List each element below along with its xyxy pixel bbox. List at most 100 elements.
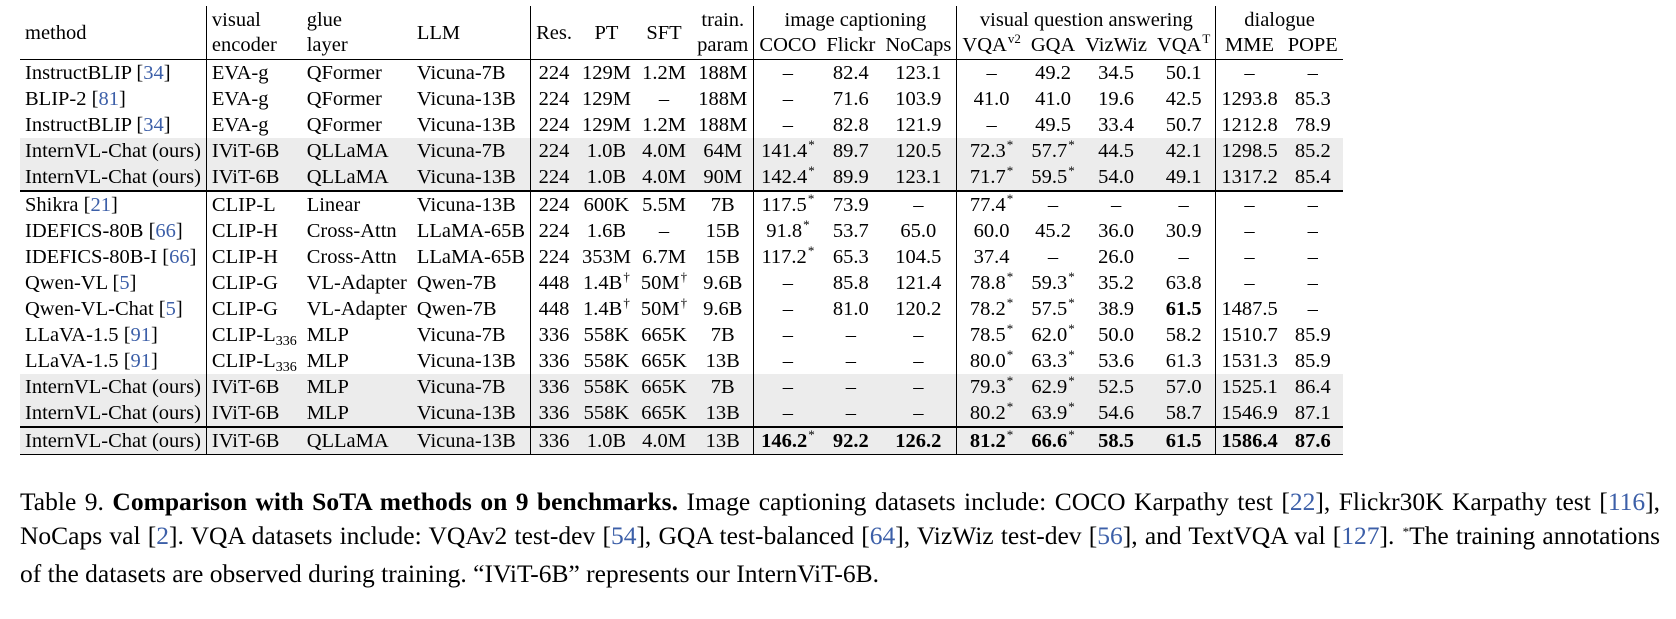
value-res: 448 <box>538 297 570 320</box>
value-sft: 665K <box>641 349 687 372</box>
value-pt: 129M <box>581 87 631 110</box>
cell-res: 336 <box>531 348 577 374</box>
citation-link[interactable]: 34 <box>143 61 164 84</box>
cell-res: 448 <box>531 296 577 322</box>
citation-link[interactable]: 66 <box>155 219 176 242</box>
value-enc: EVA-g <box>211 113 269 136</box>
caption-citation[interactable]: 56 <box>1097 521 1123 550</box>
cell-pope: 87.6 <box>1282 426 1343 455</box>
cell-pope: 85.9 <box>1283 322 1343 348</box>
value-llm: Vicuna-13B <box>416 401 516 424</box>
cell-enc: CLIP-L <box>206 190 302 218</box>
value-mme: 1212.8 <box>1221 113 1278 136</box>
value-pt: 1.4B <box>583 297 623 320</box>
citation-link[interactable]: 66 <box>169 245 190 268</box>
method-name: LLaVA-1.5 <box>25 349 119 372</box>
value-llm: Vicuna-7B <box>416 139 506 162</box>
caption-citation[interactable]: 127 <box>1341 521 1380 550</box>
cell-gqa: 49.2 <box>1025 59 1081 86</box>
value-pope: 85.9 <box>1294 323 1331 346</box>
cell-coco: – <box>753 400 822 427</box>
cell-method: InternVL-Chat (ours) <box>20 164 207 191</box>
value-flickr: 81.0 <box>832 297 869 320</box>
citation-link[interactable]: 91 <box>130 349 152 372</box>
value-llm: LLaMA-65B <box>416 245 526 268</box>
value-sft: 665K <box>641 323 687 346</box>
cell-gqa: 66.6* <box>1025 426 1081 455</box>
cell-pt: 129M <box>577 112 636 138</box>
cell-pope: – <box>1282 190 1343 218</box>
value-mme: – <box>1244 245 1255 268</box>
value-res: 336 <box>538 429 570 452</box>
cell-enc: CLIP-H <box>206 244 301 270</box>
cell-pt: 1.4B† <box>577 270 636 296</box>
table-row: InternVL-Chat (ours) IViT-6B MLP Vicuna-7B 3… <box>20 374 1343 400</box>
value-enc: CLIP-H <box>211 245 278 268</box>
value-pope: 87.6 <box>1294 429 1331 452</box>
cell-llm: Vicuna-13B <box>411 86 532 112</box>
caption-citation[interactable]: 22 <box>1289 487 1316 516</box>
value-enc: CLIP-L <box>211 323 276 346</box>
caption-citation[interactable]: 64 <box>869 521 896 550</box>
value-enc: IViT-6B <box>211 401 280 424</box>
value-vqat: 58.7 <box>1165 401 1202 424</box>
cell-sft: 665K <box>636 348 692 374</box>
value-llm: Vicuna-13B <box>416 113 516 136</box>
cell-method: BLIP-2 [81] <box>20 86 207 112</box>
value-res: 336 <box>538 401 570 424</box>
value-enc: IViT-6B <box>211 375 280 398</box>
value-gqa: 41.0 <box>1035 87 1071 110</box>
value-param: 9.6B <box>703 271 743 294</box>
value-mme: 1525.1 <box>1221 375 1278 398</box>
value-gqa: 66.6 <box>1031 429 1068 452</box>
citation-link[interactable]: 34 <box>143 113 164 136</box>
value-glue: QFormer <box>306 61 382 84</box>
value-sft: – <box>658 87 670 110</box>
cell-vqav2: 79.3* <box>956 374 1026 400</box>
value-llm: Vicuna-13B <box>416 193 516 216</box>
header-glue-layer-1: glue <box>306 8 342 31</box>
header-pope: POPE <box>1287 34 1338 57</box>
caption-citation[interactable]: 54 <box>610 521 637 550</box>
citation-link[interactable]: 21 <box>90 193 111 216</box>
value-pt: 129M <box>581 113 631 136</box>
cell-vizwiz: 26.0 <box>1080 244 1152 270</box>
cell-vqav2: 80.0* <box>957 348 1026 374</box>
cell-gqa: 45.2 <box>1026 218 1080 244</box>
cell-vqat: – <box>1151 190 1217 218</box>
value-gqa-mark: * <box>1068 320 1075 336</box>
header-method: method <box>20 6 207 60</box>
cell-flickr: 89.7 <box>821 138 881 164</box>
value-enc-subscript: 336 <box>275 359 297 375</box>
method-name: InternVL-Chat (ours) <box>25 429 201 452</box>
cell-enc: EVA-g <box>206 86 301 112</box>
value-llm: Vicuna-7B <box>416 323 506 346</box>
cell-res: 224 <box>530 138 577 164</box>
citation-link[interactable]: 5 <box>119 271 130 294</box>
value-llm: Qwen-7B <box>416 297 497 320</box>
table-container: method visual glue LLM Res. PT SFT train… <box>20 6 1666 591</box>
table-row: LLaVA-1.5 [91] CLIP-L336 MLP Vicuna-7B 336 55… <box>20 322 1343 348</box>
caption-text: ], and TextVQA val [ <box>1122 521 1342 550</box>
cell-gqa: – <box>1026 244 1080 270</box>
caption-citation[interactable]: 2 <box>156 521 169 550</box>
value-pope: 85.3 <box>1294 87 1331 110</box>
cell-pt: 129M <box>577 86 636 112</box>
value-vqav2-mark: * <box>1006 426 1014 442</box>
header-sft: SFT <box>646 22 682 45</box>
citation-link[interactable]: 91 <box>130 323 152 346</box>
value-res: 336 <box>538 323 570 346</box>
value-flickr: 73.9 <box>832 193 869 216</box>
citation-link[interactable]: 5 <box>165 297 176 320</box>
value-res: 224 <box>538 113 570 136</box>
value-nocaps: 121.9 <box>895 113 942 136</box>
value-vqat: – <box>1178 193 1189 216</box>
value-coco-mark: * <box>808 136 815 152</box>
caption-text: ], GQA test-balanced [ <box>636 521 870 550</box>
value-vqat: 49.1 <box>1165 165 1202 188</box>
value-param: 7B <box>710 193 735 216</box>
citation-link[interactable]: 81 <box>98 87 119 110</box>
method-name: Qwen-VL-Chat <box>25 297 154 320</box>
caption-citation[interactable]: 116 <box>1607 487 1646 516</box>
cell-coco: 117.5* <box>753 190 822 218</box>
